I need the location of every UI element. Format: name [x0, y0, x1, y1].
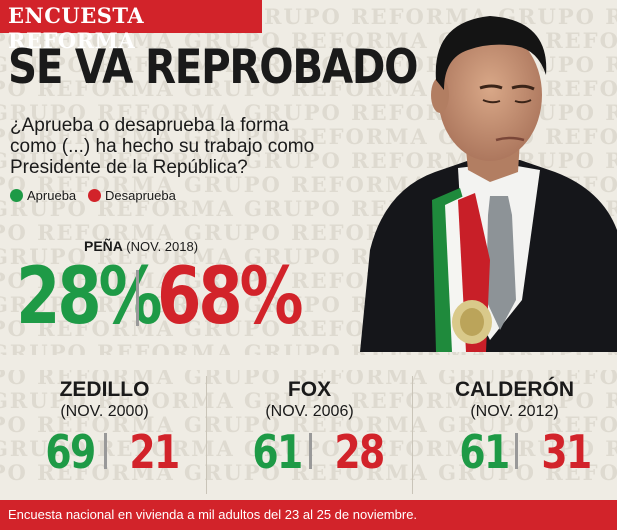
president-col-fox: FOX (NOV. 2006) 61 28 — [207, 370, 412, 500]
legend-label: Desaprueba — [105, 188, 176, 203]
aprueba-value: 61 — [459, 425, 510, 479]
values: 61 28 — [207, 425, 412, 485]
featured-desaprueba-value: 68% — [157, 252, 304, 342]
page-title: SE VA REPROBADO — [8, 40, 418, 95]
featured-date: (NOV. 2018) — [126, 239, 199, 254]
watermark-row: GRUPO REFORMA GRUPO REFORMA GRUPO REFORM… — [0, 388, 617, 413]
president-name: ZEDILLO — [59, 378, 150, 401]
value-separator — [104, 433, 107, 469]
legend-item-aprueba: Aprueba — [10, 188, 76, 203]
legend-item-desaprueba: Desaprueba — [88, 188, 176, 203]
header-bar: ENCUESTA REFORMA — [0, 0, 262, 53]
values: 69 21 — [2, 425, 207, 485]
values: 61 31 — [412, 425, 617, 485]
column-divider — [412, 376, 413, 494]
watermark-row: GRUPO REFORMA GRUPO REFORMA GRUPO REFORM… — [0, 460, 617, 485]
poll-date: (NOV. 2012) — [470, 403, 559, 420]
footer-note: Encuesta nacional en vivienda a mil adul… — [8, 507, 418, 522]
featured-label: PEÑA (NOV. 2018) — [84, 238, 198, 254]
header-label: ENCUESTA REFORMA — [8, 3, 145, 53]
value-separator — [515, 433, 518, 469]
value-separator — [309, 433, 312, 469]
section-divider — [0, 355, 617, 370]
aprueba-value: 61 — [252, 425, 303, 479]
president-col-calderon: CALDERÓN (NOV. 2012) 61 31 — [412, 370, 617, 500]
poll-date: (NOV. 2006) — [265, 403, 354, 420]
watermark-row: GRUPO REFORMA GRUPO REFORMA GRUPO REFORM… — [0, 412, 617, 437]
president-photo — [340, 0, 617, 352]
red-dot-icon — [88, 189, 101, 202]
desaprueba-value: 21 — [129, 425, 180, 479]
survey-question: ¿Aprueba o desaprueba la forma como (...… — [10, 115, 315, 178]
aprueba-value: 69 — [45, 425, 96, 479]
watermark-row: GRUPO REFORMA GRUPO REFORMA GRUPO REFORM… — [0, 436, 617, 461]
poll-date: (NOV. 2000) — [60, 403, 149, 420]
desaprueba-value: 28 — [334, 425, 385, 479]
featured-separator — [136, 270, 139, 326]
green-dot-icon — [10, 189, 23, 202]
column-divider — [206, 376, 207, 494]
footer-bar: Encuesta nacional en vivienda a mil adul… — [0, 500, 617, 530]
desaprueba-value: 31 — [541, 425, 592, 479]
president-col-zedillo: ZEDILLO (NOV. 2000) 69 21 — [2, 370, 207, 500]
president-name: CALDERÓN — [455, 378, 574, 401]
legend-label: Aprueba — [27, 188, 77, 203]
featured-name: PEÑA — [84, 238, 123, 254]
president-name: FOX — [287, 378, 332, 401]
